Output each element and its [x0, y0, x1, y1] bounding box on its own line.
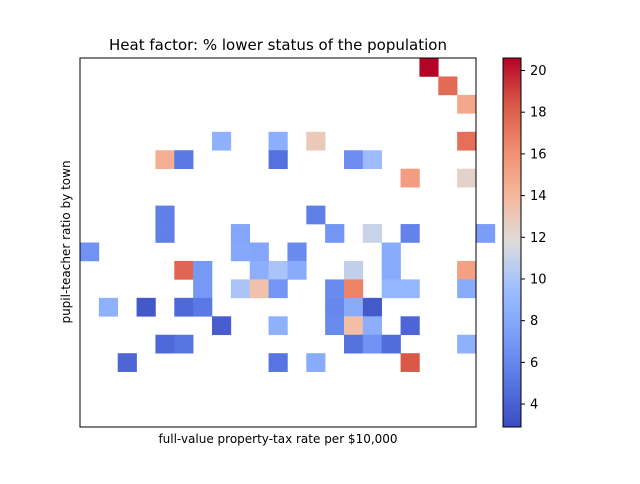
heatmap-cell	[193, 279, 213, 299]
heatmap-cell	[344, 260, 364, 280]
y-axis-label: pupil-teacher ratio by town	[59, 160, 73, 323]
heatmap-cell	[438, 76, 458, 96]
heatmap-cell	[362, 316, 383, 336]
heatmap-cell	[268, 316, 288, 336]
colorbar-tick-label: 20	[530, 64, 547, 79]
heatmap-cell	[457, 168, 477, 188]
heatmap-cell	[117, 353, 137, 372]
plot-frame	[79, 57, 477, 428]
heatmap-cell	[230, 224, 251, 243]
colorbar	[502, 57, 522, 428]
x-axis-label: full-value property-tax rate per $10,000	[158, 432, 397, 446]
heatmap-cell	[344, 150, 364, 169]
heatmap-cell	[80, 242, 100, 262]
heatmap-cell	[155, 224, 175, 243]
heatmap-cell	[174, 150, 194, 169]
heatmap-cell	[400, 316, 420, 336]
colorbar-tick-label: 18	[530, 106, 547, 121]
colorbar-tick-label: 14	[530, 189, 547, 204]
heatmap-cell	[362, 224, 383, 243]
heatmap-cell	[155, 334, 175, 354]
heatmap-cell	[306, 205, 326, 225]
heatmap-cell	[230, 279, 251, 299]
colorbar-ticks: 4 6 8 10 12 14 16 18 20	[521, 64, 547, 413]
heatmap-cell	[457, 131, 477, 151]
heatmap-cell	[344, 297, 364, 317]
heatmap-cell	[400, 224, 420, 243]
heatmap-cell	[381, 334, 401, 354]
heatmap-cell	[287, 260, 307, 280]
colorbar-tick-label: 8	[530, 314, 538, 329]
heatmap-cell	[362, 150, 383, 169]
heatmap-cell	[249, 242, 269, 262]
heatmap-cell	[136, 297, 156, 317]
heatmap-cell	[457, 94, 477, 114]
heatmap-cell	[212, 316, 232, 336]
colorbar-tick-label: 4	[530, 398, 538, 413]
colorbar-tick-label: 12	[530, 231, 547, 246]
heatmap-cell	[174, 334, 194, 354]
heatmap-cell	[155, 150, 175, 169]
heatmap-cell	[249, 279, 269, 299]
heatmap-cell	[325, 224, 345, 243]
heatmap-cell	[457, 279, 477, 299]
heatmap-cell	[344, 334, 364, 354]
heatmap-cell	[193, 297, 213, 317]
colorbar-tick-label: 6	[530, 356, 538, 371]
heatmap-cell	[344, 279, 364, 299]
colorbar-tick-label: 16	[530, 147, 547, 162]
heatmap-cell	[268, 279, 288, 299]
chart-title: Heat factor: % lower status of the popul…	[109, 36, 447, 54]
heatmap-cell	[457, 334, 477, 354]
colorbar-tick-label: 10	[530, 272, 547, 287]
heatmap-cell	[325, 316, 345, 336]
heatmap-cell	[268, 353, 288, 372]
heatmap-cell	[400, 279, 420, 299]
heatmap-cell	[193, 260, 213, 280]
heatmap-cell	[268, 131, 288, 151]
heatmap-cell	[174, 260, 194, 280]
heatmap-cell	[325, 279, 345, 299]
heatmap-cell	[419, 58, 439, 77]
heatmap-cell	[155, 205, 175, 225]
heatmap-cell	[381, 242, 401, 262]
heatmap-cell	[362, 334, 383, 354]
heatmap-cell	[268, 260, 288, 280]
heatmap-cell	[268, 150, 288, 169]
heatmap-cell	[344, 316, 364, 336]
heatmap-cell	[98, 297, 119, 317]
heatmap-cell	[230, 242, 251, 262]
heatmap-cell	[306, 131, 326, 151]
heatmap-cell	[381, 260, 401, 280]
heatmap-cell	[457, 260, 477, 280]
heatmap-cell	[400, 168, 420, 188]
heatmap-cells	[80, 58, 496, 372]
heatmap-cell	[212, 131, 232, 151]
heatmap-cell	[400, 353, 420, 372]
heatmap-cell	[476, 224, 496, 243]
heatmap-cell	[381, 279, 401, 299]
heatmap-cell	[287, 242, 307, 262]
heatmap-cell	[174, 297, 194, 317]
heatmap-cell	[249, 260, 269, 280]
heatmap-cell	[325, 297, 345, 317]
heatmap-cell	[306, 353, 326, 372]
heatmap-cell	[362, 297, 383, 317]
